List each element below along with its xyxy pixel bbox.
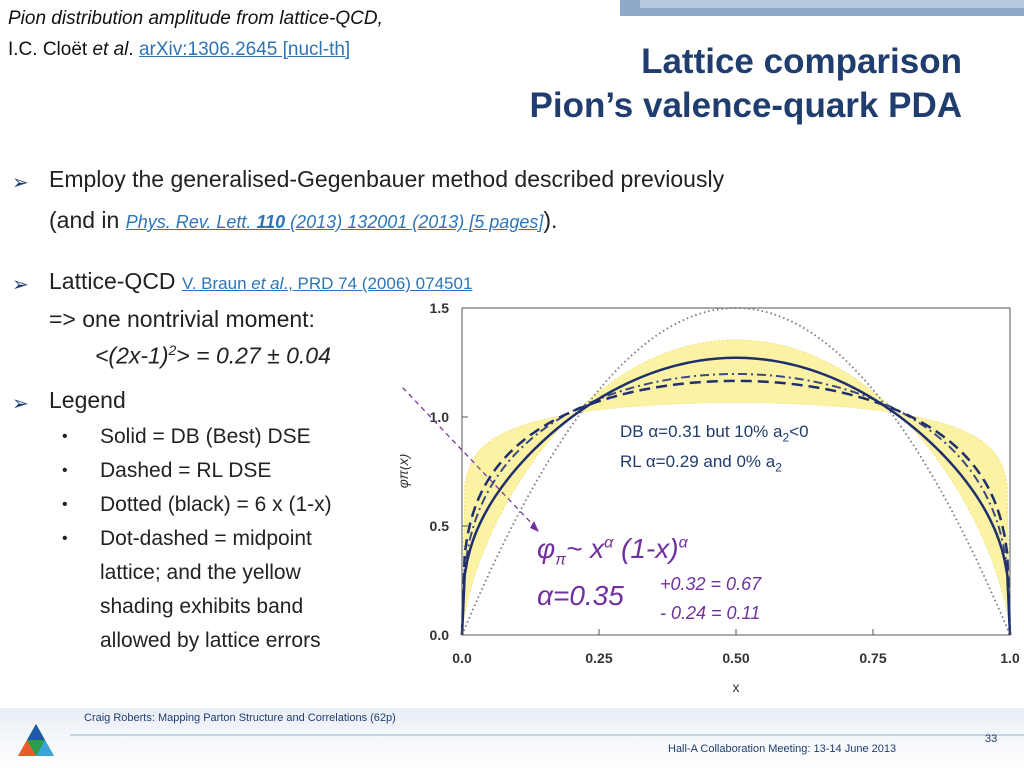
arrow-bullet-icon: ➢	[12, 172, 29, 194]
alpha-value: α=0.35	[537, 580, 624, 611]
legend-item: Dot-dashed = midpoint	[100, 527, 312, 550]
bullet-2-line2: => one nontrivial moment:	[49, 306, 315, 332]
x-tick-label: 0.75	[859, 650, 886, 666]
lab-logo-icon	[18, 724, 54, 756]
legend-heading: Legend	[49, 387, 126, 413]
bullet-dot-icon: •	[62, 530, 68, 547]
alpha-lower-error: - 0.24 = 0.11	[660, 603, 761, 623]
curve-dashed-rl	[460, 379, 1012, 636]
x-tick-label: 0.25	[585, 650, 612, 666]
curve-dotted-6x1mx	[461, 307, 1011, 636]
x-tick-label: 0.50	[722, 650, 749, 666]
footer-author: Craig Roberts: Mapping Parton Structure …	[84, 712, 396, 724]
legend-item: lattice; and the yellow	[100, 561, 301, 584]
legend-item: Solid = DB (Best) DSE	[100, 425, 311, 448]
bullet-2-line1: Lattice-QCD V. Braun et al., PRD 74 (200…	[49, 268, 472, 295]
bullet-1-suffix: ).	[543, 207, 558, 233]
braun-citation-link[interactable]: V. Braun et al., PRD 74 (2006) 074501	[181, 274, 473, 293]
legend-item: Dotted (black) = 6 x (1-x)	[100, 493, 332, 516]
arrow-bullet-icon: ➢	[12, 274, 29, 296]
y-tick-label: 1.5	[430, 300, 450, 316]
bullet-dot-icon: •	[62, 428, 68, 445]
footer-meeting: Hall-A Collaboration Meeting: 13-14 June…	[668, 743, 897, 755]
x-axis-ticks: 0.0 0.25 0.50 0.75 1.0	[452, 629, 1020, 666]
y-axis-label: φπ(x)	[400, 454, 411, 489]
arxiv-link[interactable]: arXiv:1306.2645 [nucl-th]	[138, 39, 351, 60]
bullet-1-line2: (and in Phys. Rev. Lett. 110 (2013) 1320…	[49, 207, 557, 234]
reference-dot: .	[128, 39, 139, 60]
bullet-1-text: Employ the generalised-Gegenbauer method…	[49, 166, 725, 192]
x-axis-label: x	[733, 679, 740, 695]
bullet-dot-icon: •	[62, 462, 68, 479]
prl-citation-link[interactable]: Phys. Rev. Lett. 110 (2013) 132001 (2013…	[125, 212, 544, 232]
legend-item: allowed by lattice errors	[100, 629, 321, 652]
reference-etal: et al	[92, 39, 129, 60]
slide-title-line1: Lattice comparison	[641, 42, 962, 81]
top-decor-bar-light	[640, 0, 1024, 8]
y-tick-label: 0.0	[430, 627, 450, 643]
moment-pointer-arrow	[400, 383, 537, 529]
footer-divider	[70, 734, 1024, 736]
footer-background	[0, 708, 1024, 768]
legend-item: Dashed = RL DSE	[100, 459, 272, 482]
y-tick-label: 0.5	[430, 518, 450, 534]
reference-line: Pion distribution amplitude from lattice…	[8, 8, 383, 29]
lattice-moment: <(2x-1)2> = 0.27 ± 0.04	[95, 342, 331, 369]
arrowhead-icon	[530, 521, 539, 532]
pion-pda-chart: 0.0 0.25 0.50 0.75 1.0 0.0 0.5 1.0 1.5 x φπ(x)	[400, 300, 1020, 695]
x-tick-label: 0.0	[452, 650, 472, 666]
arrow-bullet-icon: ➢	[12, 393, 29, 415]
pda-formula: φπ~ xα (1-x)α	[537, 533, 688, 569]
alpha-upper-error: +0.32 = 0.67	[660, 574, 762, 594]
bullet-dot-icon: •	[62, 496, 68, 513]
slide-title-line2: Pion’s valence-quark PDA	[529, 86, 962, 125]
page-number: 33	[985, 733, 998, 745]
bullet-1-prefix: (and in	[49, 207, 126, 233]
reference-author-line: I.C. Cloët et al. arXiv:1306.2645 [nucl-…	[8, 39, 350, 61]
db-annotation: DB α=0.31 but 10% a2<0	[620, 422, 809, 445]
bullet-2-label: Lattice-QCD	[49, 268, 182, 294]
x-tick-label: 1.0	[1000, 650, 1020, 666]
rl-annotation: RL α=0.29 and 0% a2	[620, 452, 782, 475]
legend-item: shading exhibits band	[100, 595, 304, 618]
reference-author: I.C. Cloët	[8, 39, 93, 60]
y-tick-label: 1.0	[430, 409, 450, 425]
curve-solid-db	[460, 356, 1012, 636]
